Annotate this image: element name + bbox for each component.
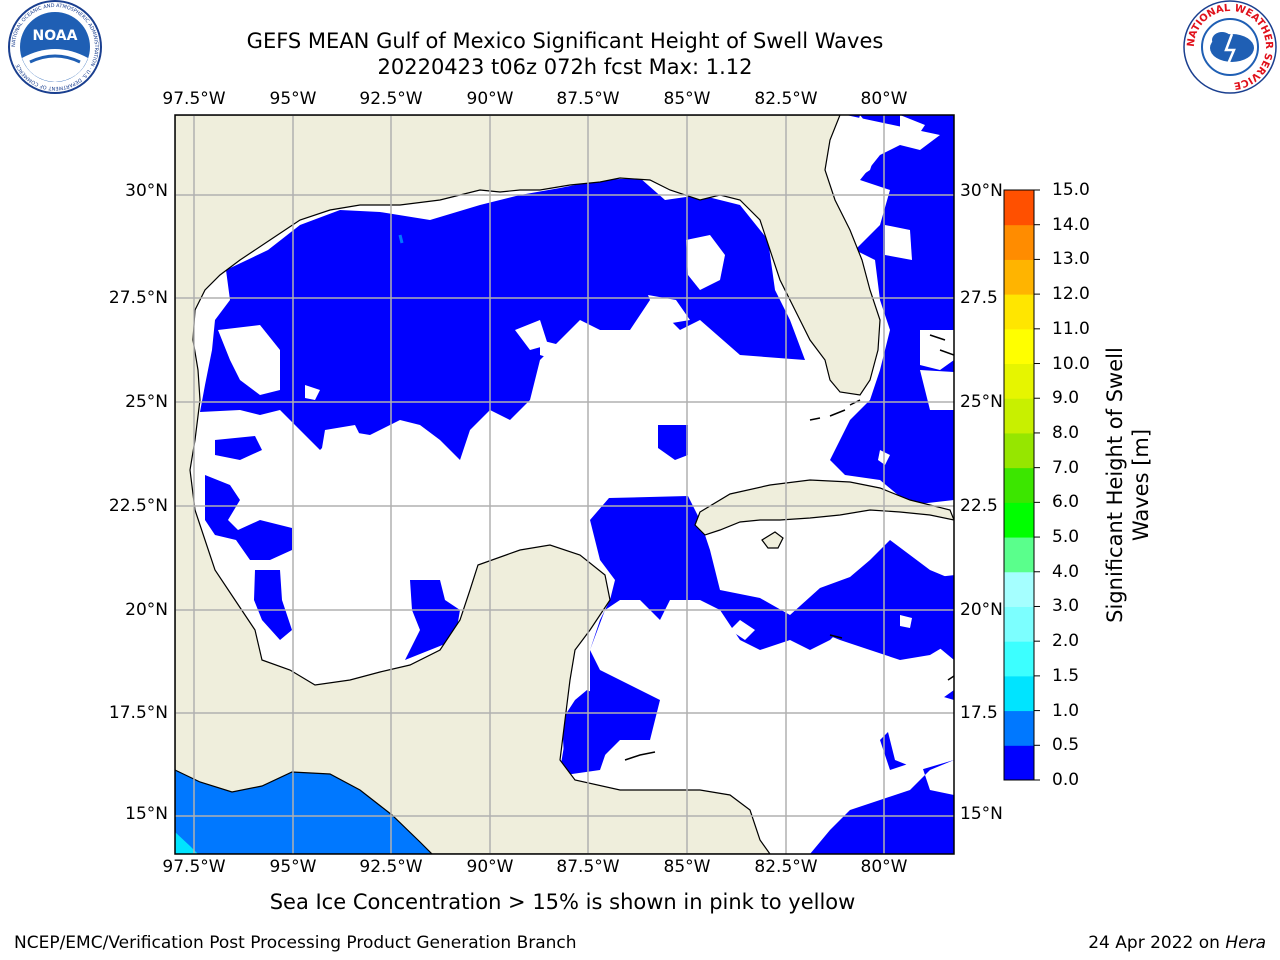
lon-label-top: 92.5°W [359,89,423,109]
lon-label-top: 97.5°W [162,89,226,109]
colorbar-segment [1004,675,1034,712]
colorbar-tick-label: 5.0 [1052,527,1080,548]
colorbar-tick-label: 7.0 [1052,457,1080,478]
colorbar-segment [1004,432,1034,469]
colorbar-segment [1004,294,1034,330]
colorbar-segment [1004,710,1034,746]
lat-label-right: 22.5 [960,496,998,516]
lon-label-bottom: 92.5°W [359,857,423,877]
lat-label-right: 15°N [960,804,1003,824]
lon-label-bottom: 90°W [466,857,514,877]
colorbar-tick-label: 13.0 [1052,249,1090,270]
colorbar-tick-label: 15.0 [1052,180,1090,200]
map-title: GEFS MEAN Gulf of Mexico Significant Hei… [246,29,884,53]
colorbar-tick-label: 1.0 [1052,700,1080,721]
small-islands [624,334,954,761]
lat-label-left: 27.5°N [108,288,168,308]
lon-label-top: 87.5°W [556,89,620,109]
colorbar-segment [1004,502,1034,538]
lon-label-bottom: 85°W [663,857,711,877]
footer-date-text: 24 Apr 2022 on [1088,933,1226,953]
colorbar-tick-label: 0.0 [1052,770,1080,790]
lon-label-bottom: 97.5°W [162,857,226,877]
colorbar-title: Significant Height of Swell Waves [m] [1103,347,1153,623]
lon-label-bottom: 87.5°W [556,857,620,877]
colorbar-tick-label: 8.0 [1052,422,1080,443]
lon-label-bottom: 82.5°W [754,857,818,877]
swell-field-low [200,115,954,854]
lat-label-left: 20°N [125,600,168,620]
lat-label-right: 17.5 [960,703,998,723]
lake-mark [398,234,404,244]
colorbar-tick-label: 9.0 [1052,388,1080,409]
colorbar-tick-label: 10.0 [1052,353,1090,374]
colorbar-segment [1004,363,1034,399]
colorbar-segment [1004,398,1034,434]
colorbar-segment [1004,606,1034,642]
lat-label-right: 30°N [960,181,1003,201]
lat-label-right: 27.5 [960,288,998,308]
colorbar-segment [1004,537,1034,573]
lat-label-left: 30°N [125,181,168,201]
map-caption: Sea Ice Concentration > 15% is shown in … [269,890,856,914]
lon-label-top: 90°W [466,89,514,109]
lat-label-left: 25°N [125,392,168,412]
lon-label-bottom: 95°W [269,857,317,877]
colorbar-tick-label: 4.0 [1052,561,1080,582]
pacific-swell-high [175,832,198,854]
colorbar-segment [1004,259,1034,295]
noaa-logo: NOAA NATIONAL OCEANIC AND ATMOSPHERIC AD… [8,0,102,94]
colorbar-tick-label: 6.0 [1052,492,1080,513]
colorbar-tick-label: 12.0 [1052,284,1090,305]
colorbar-segment [1004,224,1034,260]
colorbar-segment [1004,328,1034,365]
footer-credit: NCEP/EMC/Verification Post Processing Pr… [14,933,577,953]
footer-date: 24 Apr 2022 on Hera [1088,933,1266,953]
colorbar-segment [1004,467,1034,503]
colorbar [1004,189,1040,781]
lon-label-top: 80°W [860,89,908,109]
colorbar-tick-label: 11.0 [1052,318,1090,339]
colorbar-segment [1004,571,1034,607]
lat-label-left: 22.5°N [108,496,168,516]
lat-label-left: 15°N [125,804,168,824]
colorbar-tick-label: 2.0 [1052,631,1080,652]
colorbar-tick-label: 1.5 [1052,665,1080,686]
svg-text:NOAA: NOAA [33,28,78,44]
lat-label-left: 17.5°N [108,703,168,723]
swell-field-gaps [218,115,954,772]
map-gridlines [175,115,954,854]
colorbar-frame [1003,189,1035,781]
colorbar-tick-label: 14.0 [1052,214,1090,235]
lat-label-right: 25°N [960,392,1003,412]
lon-label-top: 82.5°W [754,89,818,109]
pacific-swell [175,769,433,854]
lon-label-bottom: 80°W [860,857,908,877]
map-frame [174,114,955,855]
colorbar-segment [1004,745,1034,781]
lat-label-right: 20°N [960,600,1003,620]
colorbar-segment [1004,641,1034,677]
land-masses [175,115,954,854]
footer-host: Hera [1225,933,1266,953]
lon-label-top: 85°W [663,89,711,109]
colorbar-segment [1004,190,1034,226]
nws-logo: NATIONAL WEATHER SERVICE [1183,0,1277,94]
colorbar-tick-label: 0.5 [1052,735,1080,756]
colorbar-tick-label: 3.0 [1052,596,1080,617]
map-subtitle: 20220423 t06z 072h fcst Max: 1.12 [377,55,753,79]
lon-label-top: 95°W [269,89,317,109]
